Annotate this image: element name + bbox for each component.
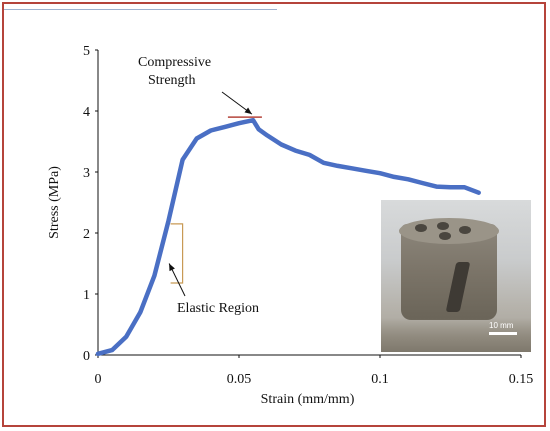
elastic-region-label: Elastic Region bbox=[177, 301, 259, 316]
axes bbox=[97, 50, 521, 356]
y-tick-label: 4 bbox=[83, 105, 90, 120]
specimen-hole bbox=[437, 222, 449, 230]
specimen-hole bbox=[459, 226, 471, 234]
compressive-strength-arrowhead bbox=[244, 107, 252, 115]
x-tick-label: 0.15 bbox=[509, 372, 534, 387]
y-axis-title: Stress (MPa) bbox=[47, 166, 62, 239]
specimen-hole bbox=[439, 232, 451, 240]
scale-bar bbox=[489, 332, 517, 335]
stress-strain-curve bbox=[95, 117, 481, 357]
x-tick-label: 0.05 bbox=[227, 372, 252, 387]
specimen-photo: 10 mm bbox=[381, 200, 531, 352]
compressive-strength-label-line2: Strength bbox=[148, 73, 195, 88]
specimen-hole bbox=[415, 224, 427, 232]
y-tick-label: 0 bbox=[83, 349, 90, 364]
x-axis-title: Strain (mm/mm) bbox=[261, 392, 355, 407]
y-tick-label: 3 bbox=[83, 166, 90, 181]
y-tick-label: 5 bbox=[83, 44, 90, 59]
x-tick-label: 0.1 bbox=[371, 372, 389, 387]
scale-bar-label: 10 mm bbox=[489, 321, 514, 330]
x-tick-labels: 0 0.05 0.1 0.15 bbox=[95, 355, 534, 387]
compressive-strength-label-line1: Compressive bbox=[138, 55, 211, 70]
y-tick-label: 1 bbox=[83, 288, 90, 303]
top-rule bbox=[4, 9, 277, 10]
elastic-region-arrowhead bbox=[169, 263, 175, 272]
specimen-top bbox=[399, 218, 499, 244]
elastic-region-bracket bbox=[170, 223, 184, 284]
y-tick-label: 2 bbox=[83, 227, 90, 242]
y-tick-labels: 0 1 2 3 4 5 bbox=[83, 44, 98, 364]
specimen-debris bbox=[381, 318, 531, 352]
x-tick-label: 0 bbox=[95, 372, 102, 387]
